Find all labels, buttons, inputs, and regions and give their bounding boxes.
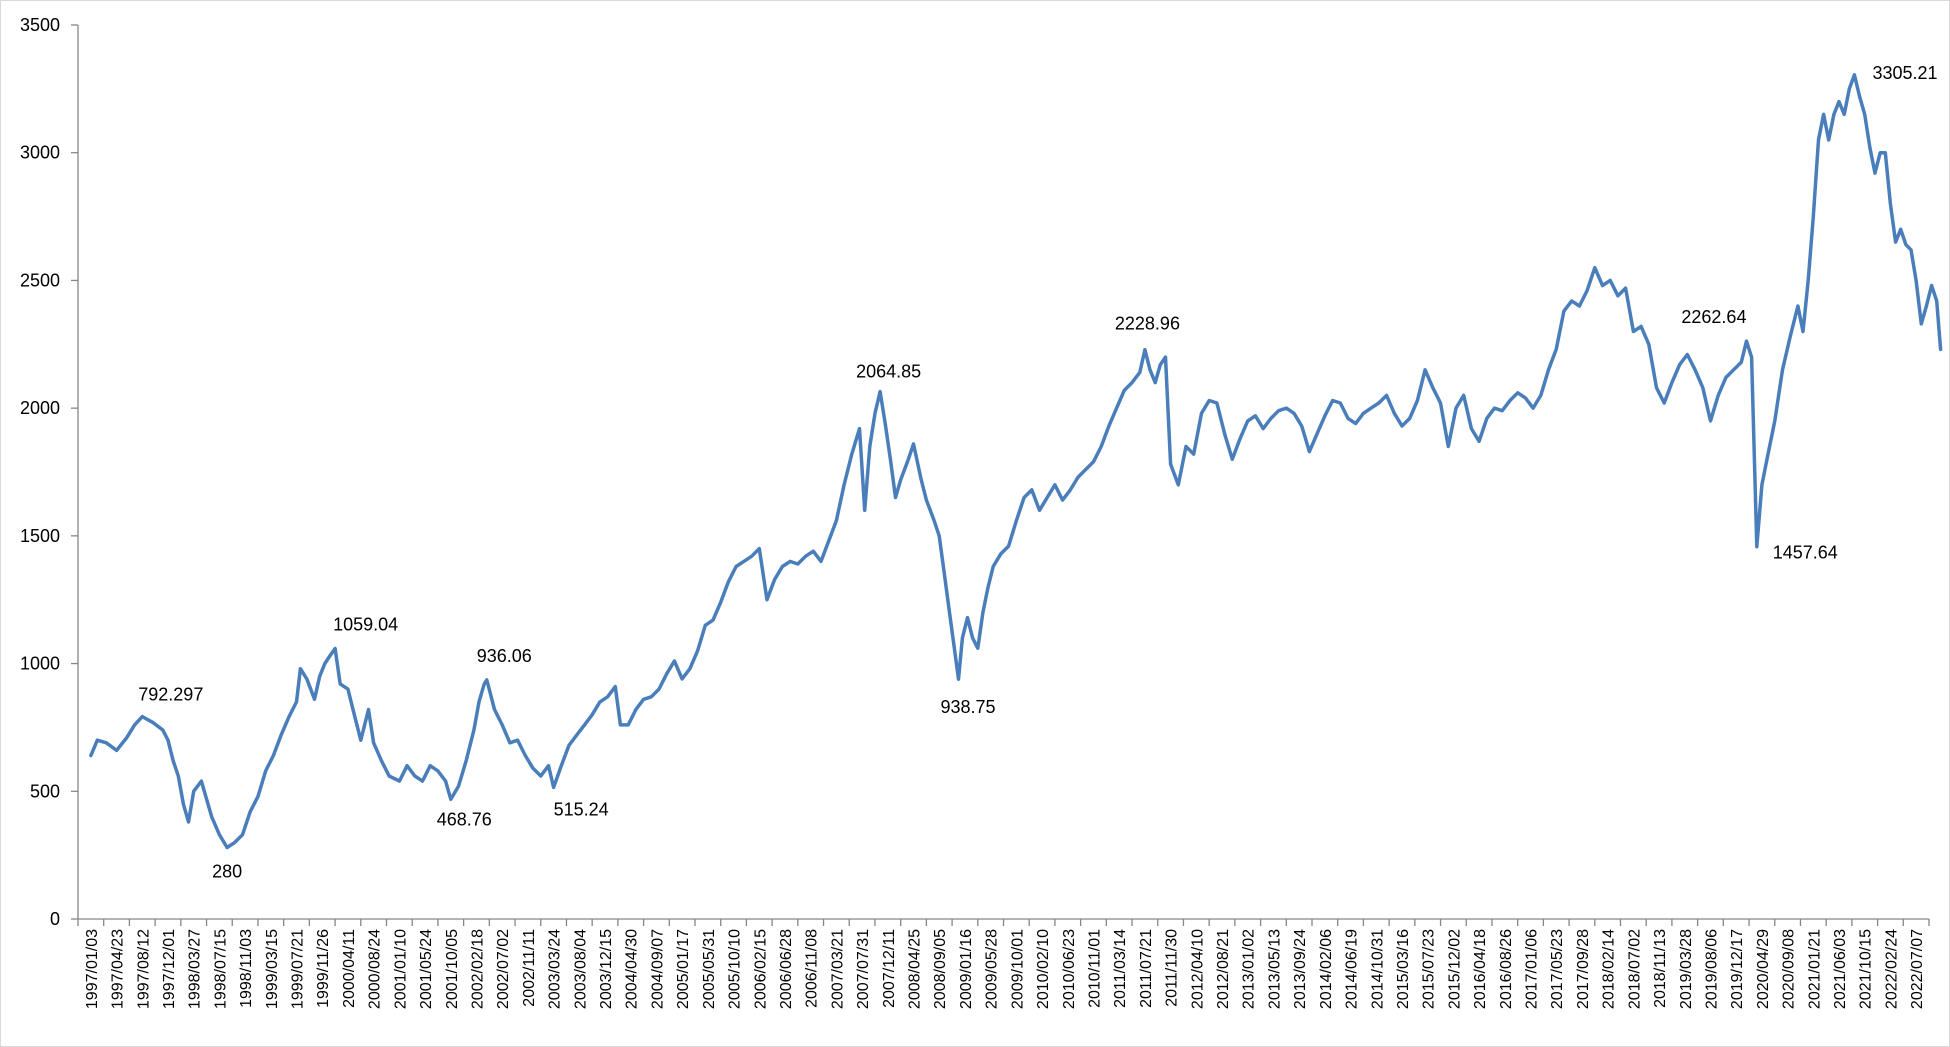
x-tick-label: 2007/07/31 xyxy=(855,929,872,1009)
x-tick-label: 1998/11/03 xyxy=(238,929,255,1008)
data-label: 3305.21 xyxy=(1872,63,1937,83)
x-tick-label: 2012/04/10 xyxy=(1189,929,1206,1009)
x-tick-label: 2013/05/13 xyxy=(1266,929,1283,1009)
x-tick-label: 2005/01/17 xyxy=(675,929,692,1009)
data-label: 1059.04 xyxy=(333,614,398,634)
data-label: 2228.96 xyxy=(1115,314,1180,334)
x-tick-label: 1999/03/15 xyxy=(264,929,281,1009)
data-label: 2064.85 xyxy=(856,362,921,382)
data-label: 1457.64 xyxy=(1773,543,1838,563)
x-tick-label: 2021/10/15 xyxy=(1858,929,1875,1009)
data-label: 280 xyxy=(212,861,242,881)
x-tick-label: 2017/09/28 xyxy=(1575,929,1592,1009)
x-tick-label: 2006/02/15 xyxy=(752,929,769,1009)
series-line-0 xyxy=(89,73,1943,850)
x-tick-label: 2016/08/26 xyxy=(1498,929,1515,1009)
x-tick-label: 2021/06/03 xyxy=(1832,929,1849,1009)
x-tick-label: 2013/09/24 xyxy=(1292,929,1309,1009)
x-tick-label: 2015/12/02 xyxy=(1446,929,1463,1009)
x-tick-label: 2011/03/14 xyxy=(1112,929,1129,1008)
x-tick-label: 2003/03/24 xyxy=(547,929,564,1009)
x-tick-label: 2008/04/25 xyxy=(907,929,924,1009)
x-tick-label: 1998/03/27 xyxy=(187,929,204,1009)
series-group xyxy=(89,73,1943,850)
y-tick-label: 2500 xyxy=(20,270,60,290)
data-label: 936.06 xyxy=(477,646,532,666)
x-tick-label: 2017/05/23 xyxy=(1549,929,1566,1009)
x-tick-label: 2004/04/30 xyxy=(624,929,641,1009)
y-axis: 0 500 1000 1500 2000 2500 3000 3500 xyxy=(20,15,79,929)
x-tick-label: 2011/07/21 xyxy=(1138,929,1155,1008)
x-tick-label: 2022/02/24 xyxy=(1883,929,1900,1009)
x-tick-label: 1998/07/15 xyxy=(212,929,229,1009)
x-tick-label: 2016/04/18 xyxy=(1472,929,1489,1009)
x-tick-label: 2006/11/08 xyxy=(804,929,821,1008)
x-tick-label: 2001/05/24 xyxy=(418,929,435,1009)
x-tick-label: 2007/12/11 xyxy=(881,929,898,1008)
x-tick-label: 2019/12/17 xyxy=(1729,929,1746,1009)
y-tick-label: 3500 xyxy=(20,15,60,35)
x-tick-label: 1999/07/21 xyxy=(290,929,307,1009)
x-tick-label: 2014/06/19 xyxy=(1344,929,1361,1009)
y-tick-label: 1500 xyxy=(20,526,60,546)
x-tick-label: 2019/08/06 xyxy=(1703,929,1720,1009)
y-tick-label: 3000 xyxy=(20,143,60,163)
data-label: 2262.64 xyxy=(1681,307,1746,327)
x-tick-label: 2011/11/30 xyxy=(1164,929,1181,1007)
annotations: 792.297 280 1059.04 468.76 936.06 515.24 2064.… xyxy=(138,63,1937,882)
x-tick-label: 2021/01/21 xyxy=(1806,929,1823,1009)
x-tick-label: 2001/10/05 xyxy=(444,929,461,1009)
x-tick-label: 2017/01/06 xyxy=(1524,929,1541,1009)
y-tick-label: 1000 xyxy=(20,654,60,674)
x-tick-label: 1997/12/01 xyxy=(161,929,178,1009)
x-tick-label: 2015/07/23 xyxy=(1421,929,1438,1009)
x-tick-label: 2006/06/28 xyxy=(778,929,795,1009)
x-tick-label: 2009/10/01 xyxy=(1009,929,1026,1009)
x-tick-label: 2018/11/13 xyxy=(1652,929,1669,1008)
y-tick-label: 0 xyxy=(50,909,60,929)
x-tick-label: 2002/07/02 xyxy=(495,929,512,1009)
x-tick-label: 2005/05/31 xyxy=(701,929,718,1009)
x-tick-label: 2018/07/02 xyxy=(1626,929,1643,1009)
x-tick-label: 2009/01/16 xyxy=(958,929,975,1009)
x-tick-label: 2000/04/11 xyxy=(341,929,358,1008)
x-tick-label: 2022/07/07 xyxy=(1909,929,1926,1009)
y-tick-label: 2000 xyxy=(20,398,60,418)
x-tick-label: 2010/11/01 xyxy=(1086,929,1103,1008)
x-tick-label: 2003/08/04 xyxy=(572,929,589,1009)
x-tick-label: 2010/02/10 xyxy=(1035,929,1052,1009)
data-label: 468.76 xyxy=(437,809,492,829)
x-tick-label: 2014/10/31 xyxy=(1369,929,1386,1009)
x-tick-label: 2019/03/28 xyxy=(1678,929,1695,1009)
data-label: 515.24 xyxy=(554,799,609,819)
data-label: 938.75 xyxy=(941,697,996,717)
x-tick-label: 2020/04/29 xyxy=(1755,929,1772,1009)
x-axis: 1997/01/03 1997/04/23 1997/08/12 1997/12/01… xyxy=(77,918,1930,1009)
x-tick-label: 2012/08/21 xyxy=(1215,929,1232,1009)
x-tick-label: 2015/03/16 xyxy=(1395,929,1412,1009)
x-tick-label: 2004/09/07 xyxy=(649,929,666,1009)
x-tick-label: 1997/08/12 xyxy=(135,929,152,1009)
y-tick-label: 500 xyxy=(30,781,60,801)
x-tick-label: 2013/01/02 xyxy=(1241,929,1258,1009)
x-tick-label: 2002/11/11 xyxy=(521,929,538,1007)
x-tick-label: 1997/01/03 xyxy=(84,929,101,1009)
x-tick-label: 2018/02/14 xyxy=(1601,929,1618,1009)
x-tick-label: 2010/06/23 xyxy=(1061,929,1078,1009)
x-tick-label: 2009/05/28 xyxy=(984,929,1001,1009)
x-tick-label: 2007/03/21 xyxy=(829,929,846,1009)
x-tick-label: 2001/01/10 xyxy=(392,929,409,1009)
x-tick-label: 2008/09/05 xyxy=(932,929,949,1009)
x-tick-label: 1999/11/26 xyxy=(315,929,332,1008)
x-tick-label: 2014/02/06 xyxy=(1318,929,1335,1009)
x-tick-label: 2005/10/10 xyxy=(727,929,744,1009)
data-label: 792.297 xyxy=(138,685,203,705)
x-tick-label: 2000/08/24 xyxy=(367,929,384,1009)
x-tick-label: 2020/09/08 xyxy=(1781,929,1798,1009)
x-tick-label: 2002/02/18 xyxy=(469,929,486,1009)
x-tick-label: 2003/12/15 xyxy=(598,929,615,1009)
x-tick-label: 1997/04/23 xyxy=(110,929,127,1009)
